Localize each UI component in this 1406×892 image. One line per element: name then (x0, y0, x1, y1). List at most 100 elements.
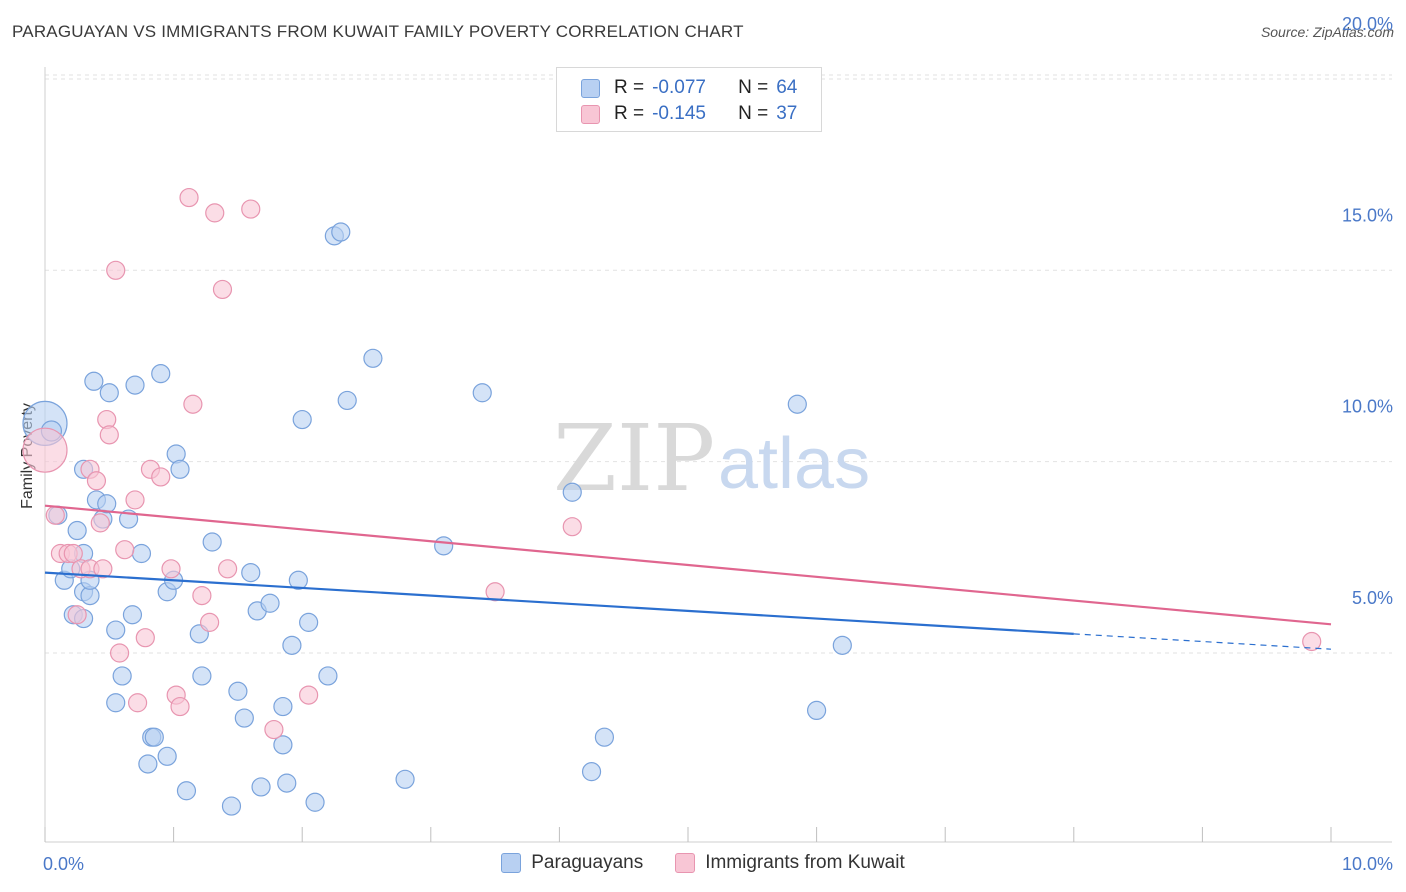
kuwait-point (22, 427, 68, 473)
paraguayan-point (228, 681, 248, 701)
kuwait-point (179, 187, 199, 208)
paraguayan-point (282, 635, 302, 655)
paraguayan-point (292, 409, 312, 430)
kuwait-point (135, 628, 155, 648)
paraguayan-point (241, 563, 261, 583)
paraguayan-point (273, 696, 293, 717)
kuwait-point (151, 467, 171, 487)
paraguayan-point (176, 781, 197, 801)
kuwait-point (86, 471, 107, 491)
paraguayan-point (106, 620, 126, 640)
legend-row-kuwait: R = -0.145 N = 37 (581, 102, 797, 126)
paraguayan-point (273, 735, 293, 755)
legend-swatch-pink (581, 104, 600, 124)
watermark: ZIP atlas (553, 405, 870, 512)
kuwait-point (161, 559, 181, 579)
correlation-legend: R = -0.077 N = 64 R = -0.145 N = 37 (556, 67, 822, 132)
tick-labels: 5.0% 10.0% 15.0% 20.0% 0.0% 10.0% (43, 14, 1393, 874)
legend-n-label: N = (738, 103, 769, 124)
kuwait-point (63, 543, 83, 564)
kuwait-point (67, 605, 87, 625)
paraguayan-point (260, 593, 280, 613)
legend-r-value: -0.145 (652, 103, 706, 124)
paraguayan-point (131, 543, 152, 564)
paraguayans-trendline-extension (1073, 633, 1332, 650)
kuwait-points (22, 187, 1322, 740)
paraguayans-points (22, 222, 852, 816)
legend-n-value: 37 (776, 103, 798, 124)
paraguayan-point (562, 482, 582, 502)
kuwait-point (99, 425, 119, 445)
legend-label: Paraguayans (531, 852, 644, 873)
paraguayan-point (234, 708, 254, 728)
watermark-atlas: atlas (718, 424, 870, 504)
legend-swatch-pink (675, 853, 696, 873)
kuwait-point (205, 203, 225, 223)
paraguayan-point (97, 494, 117, 514)
kuwait-point (127, 693, 148, 713)
paraguayan-point (157, 746, 177, 766)
paraguayan-point (299, 612, 319, 632)
source-label: Source: ZipAtlas.com (1260, 24, 1394, 40)
legend-item-kuwait[interactable]: Immigrants from Kuwait (675, 852, 905, 874)
legend-swatch-blue (501, 853, 522, 873)
chart-title: PARAGUAYAN VS IMMIGRANTS FROM KUWAIT FAM… (12, 22, 744, 41)
legend-row-paraguayans: R = -0.077 N = 64 (581, 76, 797, 100)
paraguayan-point (832, 635, 852, 655)
legend-r-label: R = (614, 77, 645, 98)
paraguayan-point (288, 570, 308, 590)
kuwait-point (200, 612, 220, 632)
legend-item-paraguayans[interactable]: Paraguayans (501, 852, 643, 874)
y-tick-label: 5.0% (1352, 588, 1393, 608)
legend-n-label: N = (738, 77, 769, 98)
kuwait-point (93, 559, 113, 579)
paraguayan-point (122, 605, 143, 625)
paraguayan-point (337, 390, 357, 411)
paraguayan-point (221, 796, 242, 816)
paraguayan-point (363, 348, 383, 368)
kuwait-point (1302, 631, 1322, 652)
kuwait-trendline (44, 504, 1332, 626)
y-tick-label: 10.0% (1342, 397, 1393, 417)
paraguayans-trendline (44, 571, 1074, 635)
paraguayan-point (112, 666, 132, 686)
paraguayan-point (581, 762, 602, 782)
paraguayan-point (472, 383, 492, 403)
kuwait-point (485, 582, 505, 602)
kuwait-point (212, 279, 233, 300)
kuwait-point (106, 260, 126, 280)
kuwait-point (109, 643, 130, 663)
paraguayan-point (787, 394, 807, 414)
paraguayan-point (151, 364, 171, 384)
paraguayan-point (594, 727, 615, 747)
kuwait-point (183, 394, 203, 414)
x-tick-label-min: 0.0% (43, 854, 84, 874)
paraguayan-point (125, 375, 145, 395)
kuwait-point (125, 490, 145, 510)
y-tick-label: 15.0% (1342, 205, 1393, 225)
x-tick-label-max: 10.0% (1342, 854, 1393, 874)
kuwait-point (170, 696, 190, 717)
paraguayan-point (305, 792, 325, 812)
kuwait-point (562, 517, 582, 537)
kuwait-point (192, 585, 212, 606)
legend-r-value: -0.077 (652, 77, 706, 98)
paraguayan-point (144, 727, 164, 747)
legend-r-label: R = (614, 103, 645, 124)
paraguayan-point (395, 769, 415, 789)
kuwait-point (90, 513, 110, 533)
kuwait-point (299, 685, 319, 705)
kuwait-point (218, 559, 238, 579)
paraguayan-point (202, 532, 222, 552)
paraguayan-point (106, 693, 126, 713)
paraguayan-point (331, 222, 351, 242)
paraguayan-point (99, 383, 119, 403)
paraguayan-point (67, 520, 87, 541)
paraguayan-point (277, 773, 297, 793)
paraguayan-point (251, 777, 271, 797)
kuwait-point (264, 719, 284, 740)
paraguayan-point (806, 700, 827, 721)
paraguayan-point (434, 536, 454, 556)
legend-n-value: 64 (776, 77, 798, 98)
